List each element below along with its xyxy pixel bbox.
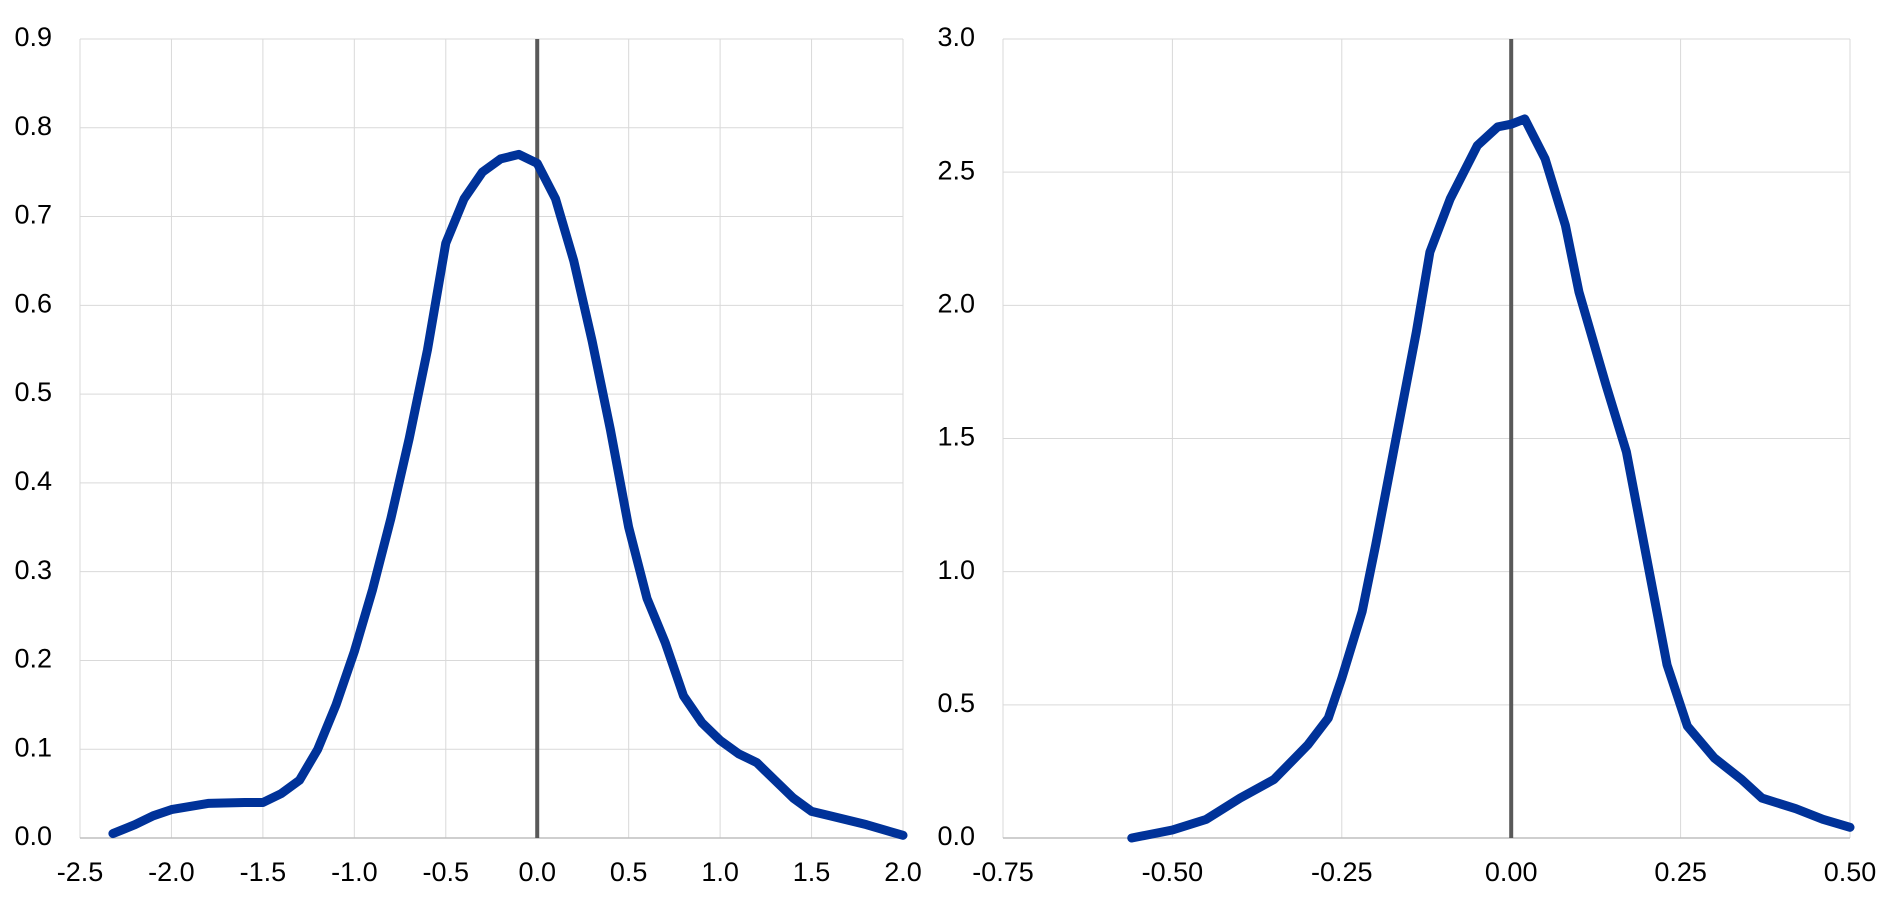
y-tick-label: 0.2 [14, 644, 52, 674]
y-tick-label: 0.0 [14, 821, 52, 851]
y-tick-label: 0.3 [14, 555, 52, 585]
x-tick-label: 1.5 [793, 857, 831, 887]
y-tick-label: 0.4 [14, 466, 52, 496]
x-tick-label: 0.5 [610, 857, 648, 887]
x-tick-label: 0.00 [1485, 857, 1538, 887]
y-tick-label: 0.7 [14, 200, 52, 230]
y-tick-label: 0.9 [14, 22, 52, 52]
y-tick-label: 2.0 [937, 288, 975, 318]
y-tick-label: 2.5 [937, 155, 975, 185]
y-tick-label: 0.1 [14, 732, 52, 762]
y-tick-label: 0.5 [937, 688, 975, 718]
y-tick-label: 0.5 [14, 377, 52, 407]
x-tick-label: -1.0 [331, 857, 378, 887]
density-line [108, 149, 908, 840]
x-tick-label: -0.25 [1311, 857, 1373, 887]
x-tick-label: -0.75 [972, 857, 1034, 887]
y-tick-label: 0.8 [14, 111, 52, 141]
y-tick-label: 0.6 [14, 288, 52, 318]
x-tick-label: -2.0 [148, 857, 195, 887]
x-tick-label: 0.25 [1654, 857, 1707, 887]
y-tick-label: 3.0 [937, 22, 975, 52]
y-tick-label: 1.5 [937, 422, 975, 452]
x-tick-label: 2.0 [884, 857, 922, 887]
x-tick-label: -0.50 [1142, 857, 1204, 887]
density-line [1127, 114, 1855, 843]
x-tick-label: 0.50 [1824, 857, 1877, 887]
y-tick-label: 1.0 [937, 555, 975, 585]
x-tick-label: -1.5 [240, 857, 287, 887]
x-tick-label: 1.0 [701, 857, 739, 887]
x-tick-label: -0.5 [423, 857, 470, 887]
x-tick-label: -2.5 [57, 857, 104, 887]
y-tick-label: 0.0 [937, 821, 975, 851]
x-tick-label: 0.0 [518, 857, 556, 887]
